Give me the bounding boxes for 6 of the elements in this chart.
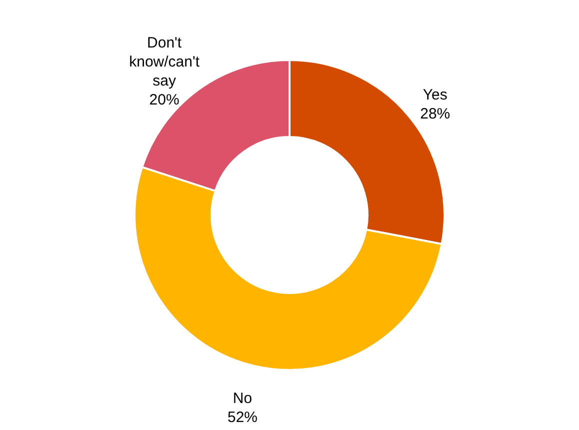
data-label: 52% [227, 409, 258, 426]
slice-label: Yes [422, 86, 448, 104]
slice-label: Don't know/can't say [129, 34, 200, 90]
data-label: 20% [149, 92, 180, 109]
slice-label: No [232, 390, 252, 408]
data-label: 28% [420, 106, 450, 123]
